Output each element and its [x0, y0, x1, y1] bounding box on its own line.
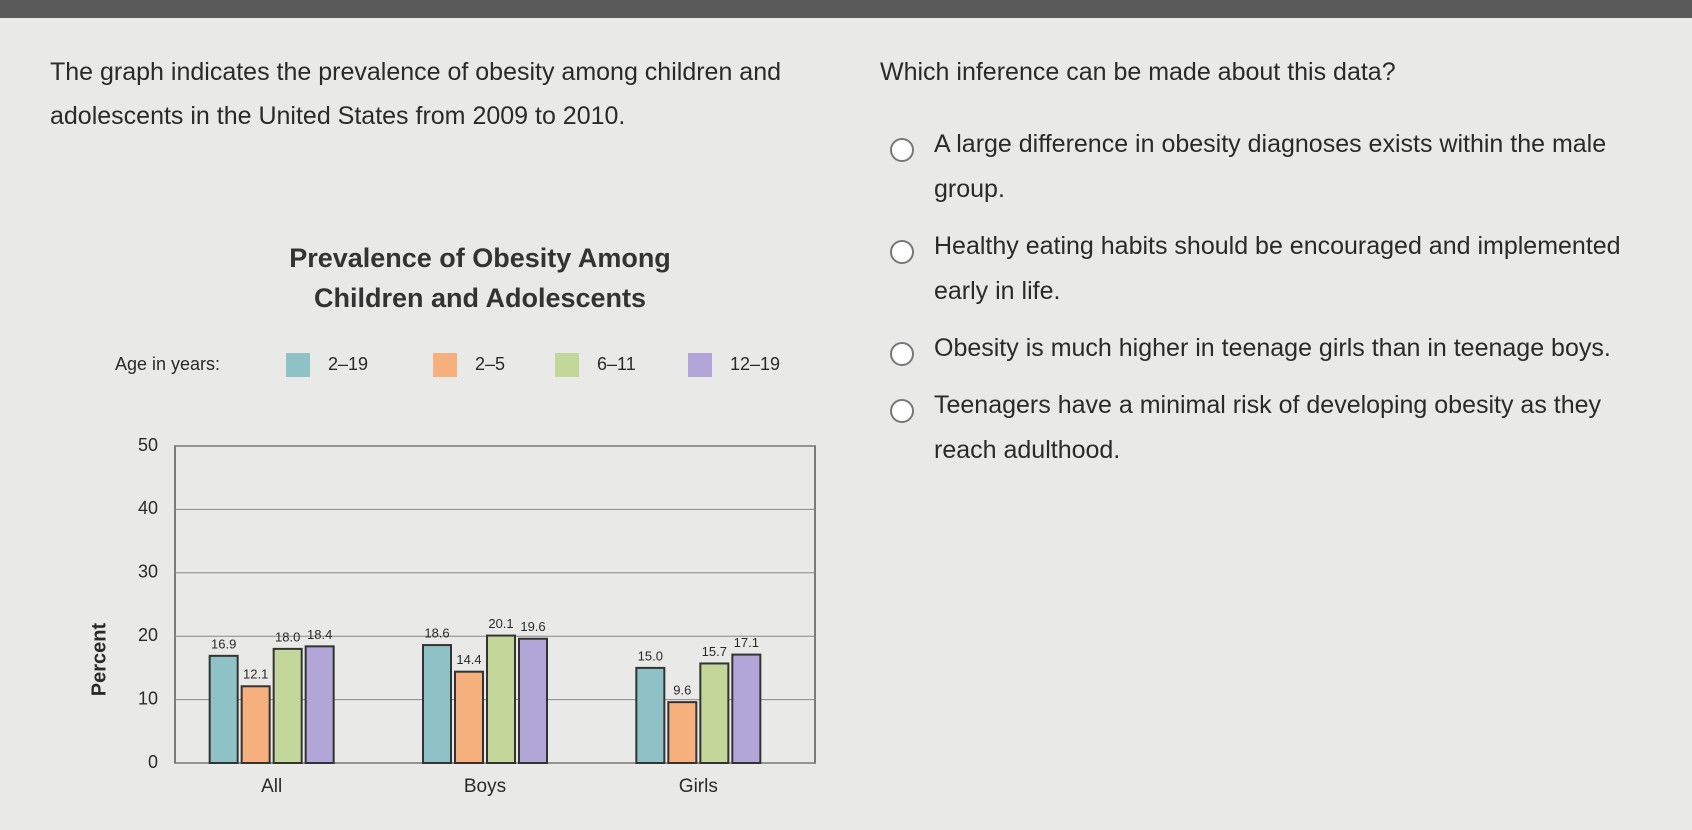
top-bar	[0, 0, 1692, 18]
y-tick-label: 20	[138, 625, 158, 645]
legend-label: 2–5	[475, 354, 505, 374]
bar	[731, 653, 762, 764]
radio-button[interactable]	[890, 240, 914, 264]
legend-title: Age in years:	[115, 354, 220, 374]
y-tick-label: 40	[138, 498, 158, 518]
bar	[699, 662, 730, 765]
option-text: A large difference in obesity diagnoses …	[934, 130, 1607, 203]
option-text: Healthy eating habits should be encourag…	[934, 232, 1621, 305]
question: Which inference can be made about this d…	[880, 58, 1396, 86]
chart-title: Prevalence of Obesity Among	[289, 243, 671, 273]
value-label: 15.7	[702, 644, 727, 659]
legend-swatch	[433, 353, 457, 377]
answer-option[interactable]: Teenagers have a minimal risk of develop…	[890, 389, 1670, 473]
radio-button[interactable]	[890, 399, 914, 423]
passage: The graph indicates the prevalence of ob…	[50, 58, 782, 130]
legend-label: 2–19	[328, 354, 368, 374]
radio-button[interactable]	[890, 342, 914, 366]
value-label: 19.6	[520, 619, 545, 634]
value-label: 12.1	[243, 667, 268, 682]
legend-swatch	[555, 353, 579, 377]
x-tick-label: Boys	[464, 776, 506, 797]
x-tick-label: All	[261, 776, 282, 797]
radio-button[interactable]	[890, 138, 914, 162]
y-tick-label: 50	[138, 435, 158, 455]
legend-label: 12–19	[730, 354, 780, 374]
options: A large difference in obesity diagnoses …	[890, 128, 1670, 491]
bar	[635, 666, 666, 764]
legend-swatch	[286, 353, 310, 377]
answer-option[interactable]: A large difference in obesity diagnoses …	[890, 128, 1670, 212]
y-tick-label: 0	[148, 752, 158, 772]
bar	[304, 645, 335, 764]
value-label: 15.0	[638, 648, 663, 663]
value-label: 18.0	[275, 629, 300, 644]
value-label: 9.6	[673, 683, 691, 698]
option-text: Obesity is much higher in teenage girls …	[934, 334, 1611, 362]
x-tick-label: Girls	[679, 776, 718, 797]
value-label: 14.4	[456, 652, 481, 667]
bar	[486, 634, 516, 765]
value-label: 18.4	[307, 627, 332, 642]
value-label: 16.9	[211, 636, 236, 651]
answer-option[interactable]: Healthy eating habits should be encourag…	[890, 230, 1670, 314]
legend-label: 6–11	[597, 354, 636, 374]
value-label: 18.6	[424, 626, 449, 641]
chart-title: Children and Adolescents	[314, 283, 646, 313]
chart: Prevalence of Obesity Among Children and …	[88, 243, 816, 797]
bar	[667, 701, 698, 764]
value-label: 17.1	[734, 635, 759, 650]
bar	[208, 654, 239, 764]
bar	[518, 637, 548, 764]
value-label: 20.1	[488, 616, 513, 631]
bar	[422, 644, 452, 764]
bar	[272, 647, 303, 765]
legend-swatch	[688, 353, 712, 377]
y-axis-label: Percent	[88, 622, 110, 696]
y-tick-label: 10	[138, 688, 158, 708]
answer-option[interactable]: Obesity is much higher in teenage girls …	[890, 332, 1670, 371]
option-text: Teenagers have a minimal risk of develop…	[934, 391, 1602, 464]
bar	[240, 685, 271, 765]
y-tick-label: 30	[138, 562, 158, 582]
bar	[454, 670, 484, 765]
